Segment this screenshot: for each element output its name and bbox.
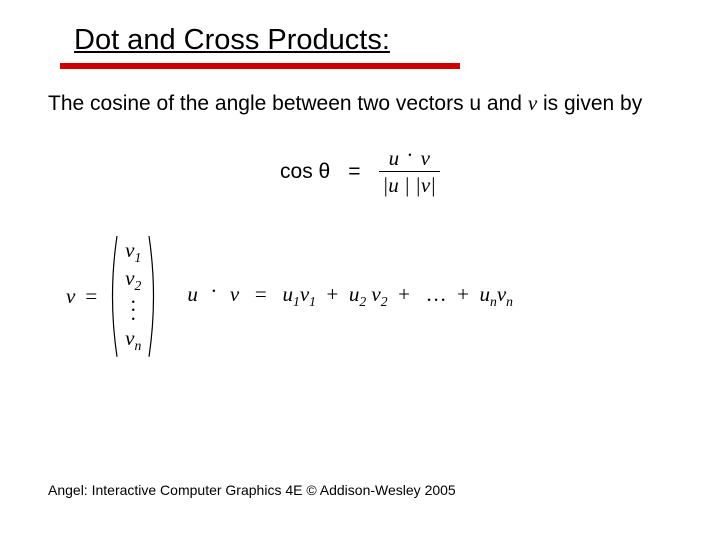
intro-v: v (528, 91, 537, 115)
intro-part-b: is given by (537, 92, 642, 115)
page-title: Dot and Cross Products: (74, 24, 672, 57)
cos-eq: = (348, 160, 360, 184)
right-paren-icon (147, 234, 159, 359)
cosine-formula: cos θ = u · v |u | |v| (48, 146, 672, 197)
exp-dot: · (208, 279, 219, 303)
num-v: v (421, 146, 430, 170)
cos-numerator: u · v (385, 146, 434, 171)
entry-vn: vn (125, 326, 141, 355)
vector-bracket: v1 v2 ··· vn (107, 234, 159, 359)
intro-text: The cosine of the angle between two vect… (48, 89, 672, 118)
cos-denominator: |u | |v| (379, 171, 440, 197)
termn: unvn (480, 282, 513, 306)
plus1: + (321, 282, 349, 306)
ellipsis: … (426, 282, 447, 306)
plus2: + (393, 282, 426, 306)
term2: u2 v2 (349, 282, 388, 306)
vector-entries: v1 v2 ··· vn (119, 234, 147, 359)
num-u: u (389, 146, 400, 170)
vec-eq: = (85, 284, 97, 309)
exp-eq: = (255, 282, 267, 306)
vector-definition: v = v1 v2 ··· vn (66, 234, 159, 359)
plus3: + (452, 282, 480, 306)
term1: u1v1 (283, 282, 316, 306)
cos-lhs: cos θ (280, 160, 330, 184)
dot-product-expansion: u · v = u1v1 + u2 v2 + … + unvn (187, 282, 513, 310)
intro-part-a: The cosine of the angle between two vect… (48, 92, 528, 115)
entry-v1: v1 (125, 238, 141, 267)
exp-u: u (187, 282, 198, 306)
cos-fraction: u · v |u | |v| (379, 146, 440, 197)
exp-v: v (230, 282, 239, 306)
left-paren-icon (107, 234, 119, 359)
title-divider (60, 63, 460, 69)
vec-v: v (66, 284, 75, 309)
lower-row: v = v1 v2 ··· vn u · v = (66, 234, 672, 359)
entry-vdots: ··· (130, 295, 137, 326)
num-dot: · (404, 143, 415, 167)
footer-citation: Angel: Interactive Computer Graphics 4E … (48, 482, 456, 498)
